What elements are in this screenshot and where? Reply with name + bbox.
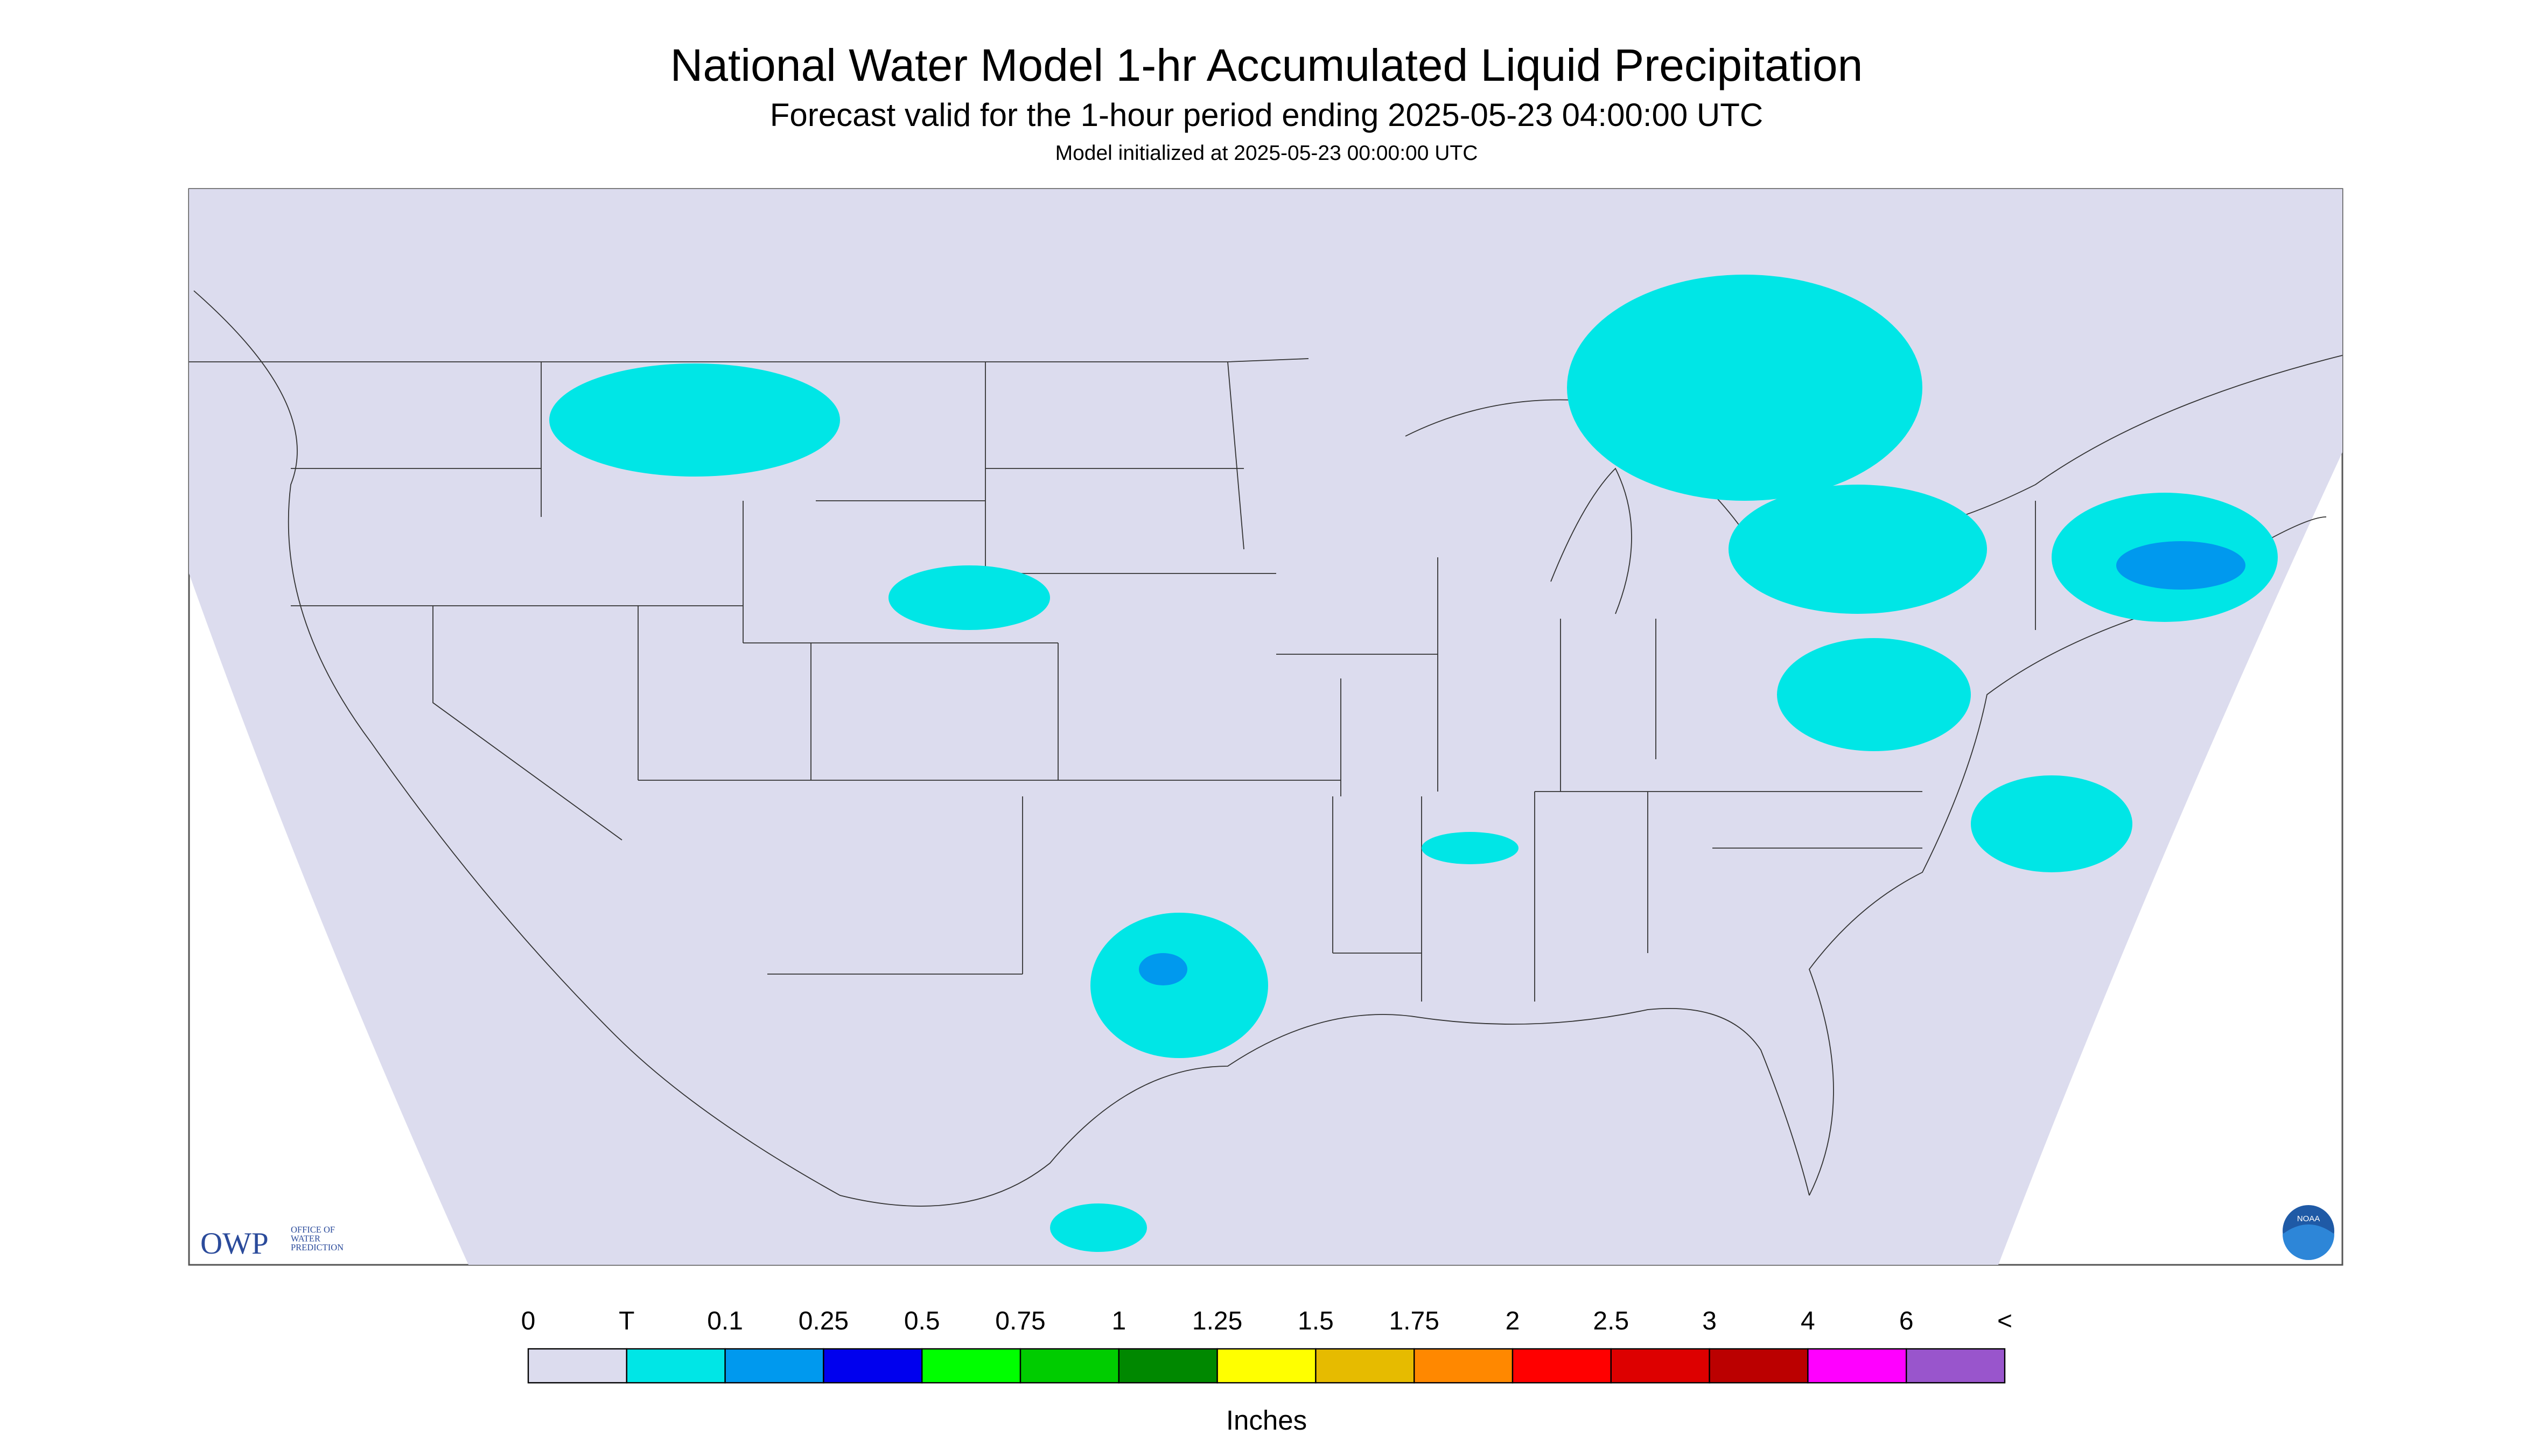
legend-unit: Inches (1226, 1405, 1307, 1436)
legend: 0 T 0.1 0.25 0.5 0.75 1 1.25 1.5 1.75 2 2.5 3 4 6 < (521, 1307, 2012, 1384)
legend-swatch (1709, 1348, 1809, 1384)
legend-swatch (1216, 1348, 1317, 1384)
legend-swatch (1610, 1348, 1710, 1384)
legend-label: T (619, 1307, 634, 1335)
legend-swatch (1414, 1348, 1514, 1384)
legend-label: 4 (1801, 1307, 1815, 1335)
legend-swatch (1807, 1348, 1907, 1384)
logo-lines: OFFICE OF WATER PREDICTION (291, 1224, 344, 1252)
init-note: Model initialized at 2025-05-23 00:00:00… (1055, 142, 1478, 165)
legend-swatch (823, 1348, 923, 1384)
legend-label: 0.5 (904, 1307, 940, 1335)
legend-swatch (527, 1348, 628, 1384)
legend-label: 0 (521, 1307, 536, 1335)
legend-label: 1.5 (1298, 1307, 1334, 1335)
logo-line: OFFICE OF (291, 1224, 335, 1235)
legend-label: 0.25 (799, 1307, 849, 1335)
subtitle: Forecast valid for the 1-hour period end… (770, 97, 1763, 133)
noaa-logo: NOAA (2283, 1205, 2334, 1261)
legend-label: 1.25 (1192, 1307, 1242, 1335)
legend-label: 3 (1702, 1307, 1717, 1335)
domain (189, 189, 2342, 1265)
legend-label: 1.75 (1389, 1307, 1439, 1335)
legend-label: 2 (1506, 1307, 1520, 1335)
logo-line: WATER (291, 1234, 320, 1244)
legend-swatch (724, 1348, 824, 1384)
logo-line: PREDICTION (291, 1242, 344, 1252)
logo-text: OWP (200, 1227, 269, 1261)
legend-swatch (1019, 1348, 1120, 1384)
legend-swatch (1905, 1348, 2006, 1384)
legend-swatch (1118, 1348, 1218, 1384)
map: OWP OFFICE OF WATER PREDICTION NOAA (188, 188, 2343, 1266)
legend-swatch (1512, 1348, 1612, 1384)
legend-swatch (626, 1348, 726, 1384)
owp-logo: OWP OFFICE OF WATER PREDICTION (200, 1224, 344, 1261)
precipitation (549, 275, 2278, 1252)
title: National Water Model 1-hr Accumulated Li… (670, 40, 1863, 90)
legend-label: 0.75 (995, 1307, 1045, 1335)
legend-label: 1 (1111, 1307, 1126, 1335)
legend-swatch (921, 1348, 1021, 1384)
legend-label: 0.1 (707, 1307, 743, 1335)
legend-label: 2.5 (1593, 1307, 1629, 1335)
legend-label: 6 (1899, 1307, 1914, 1335)
legend-label: < (1997, 1307, 2012, 1335)
legend-swatch (1315, 1348, 1415, 1384)
noaa-text: NOAA (2297, 1214, 2320, 1223)
